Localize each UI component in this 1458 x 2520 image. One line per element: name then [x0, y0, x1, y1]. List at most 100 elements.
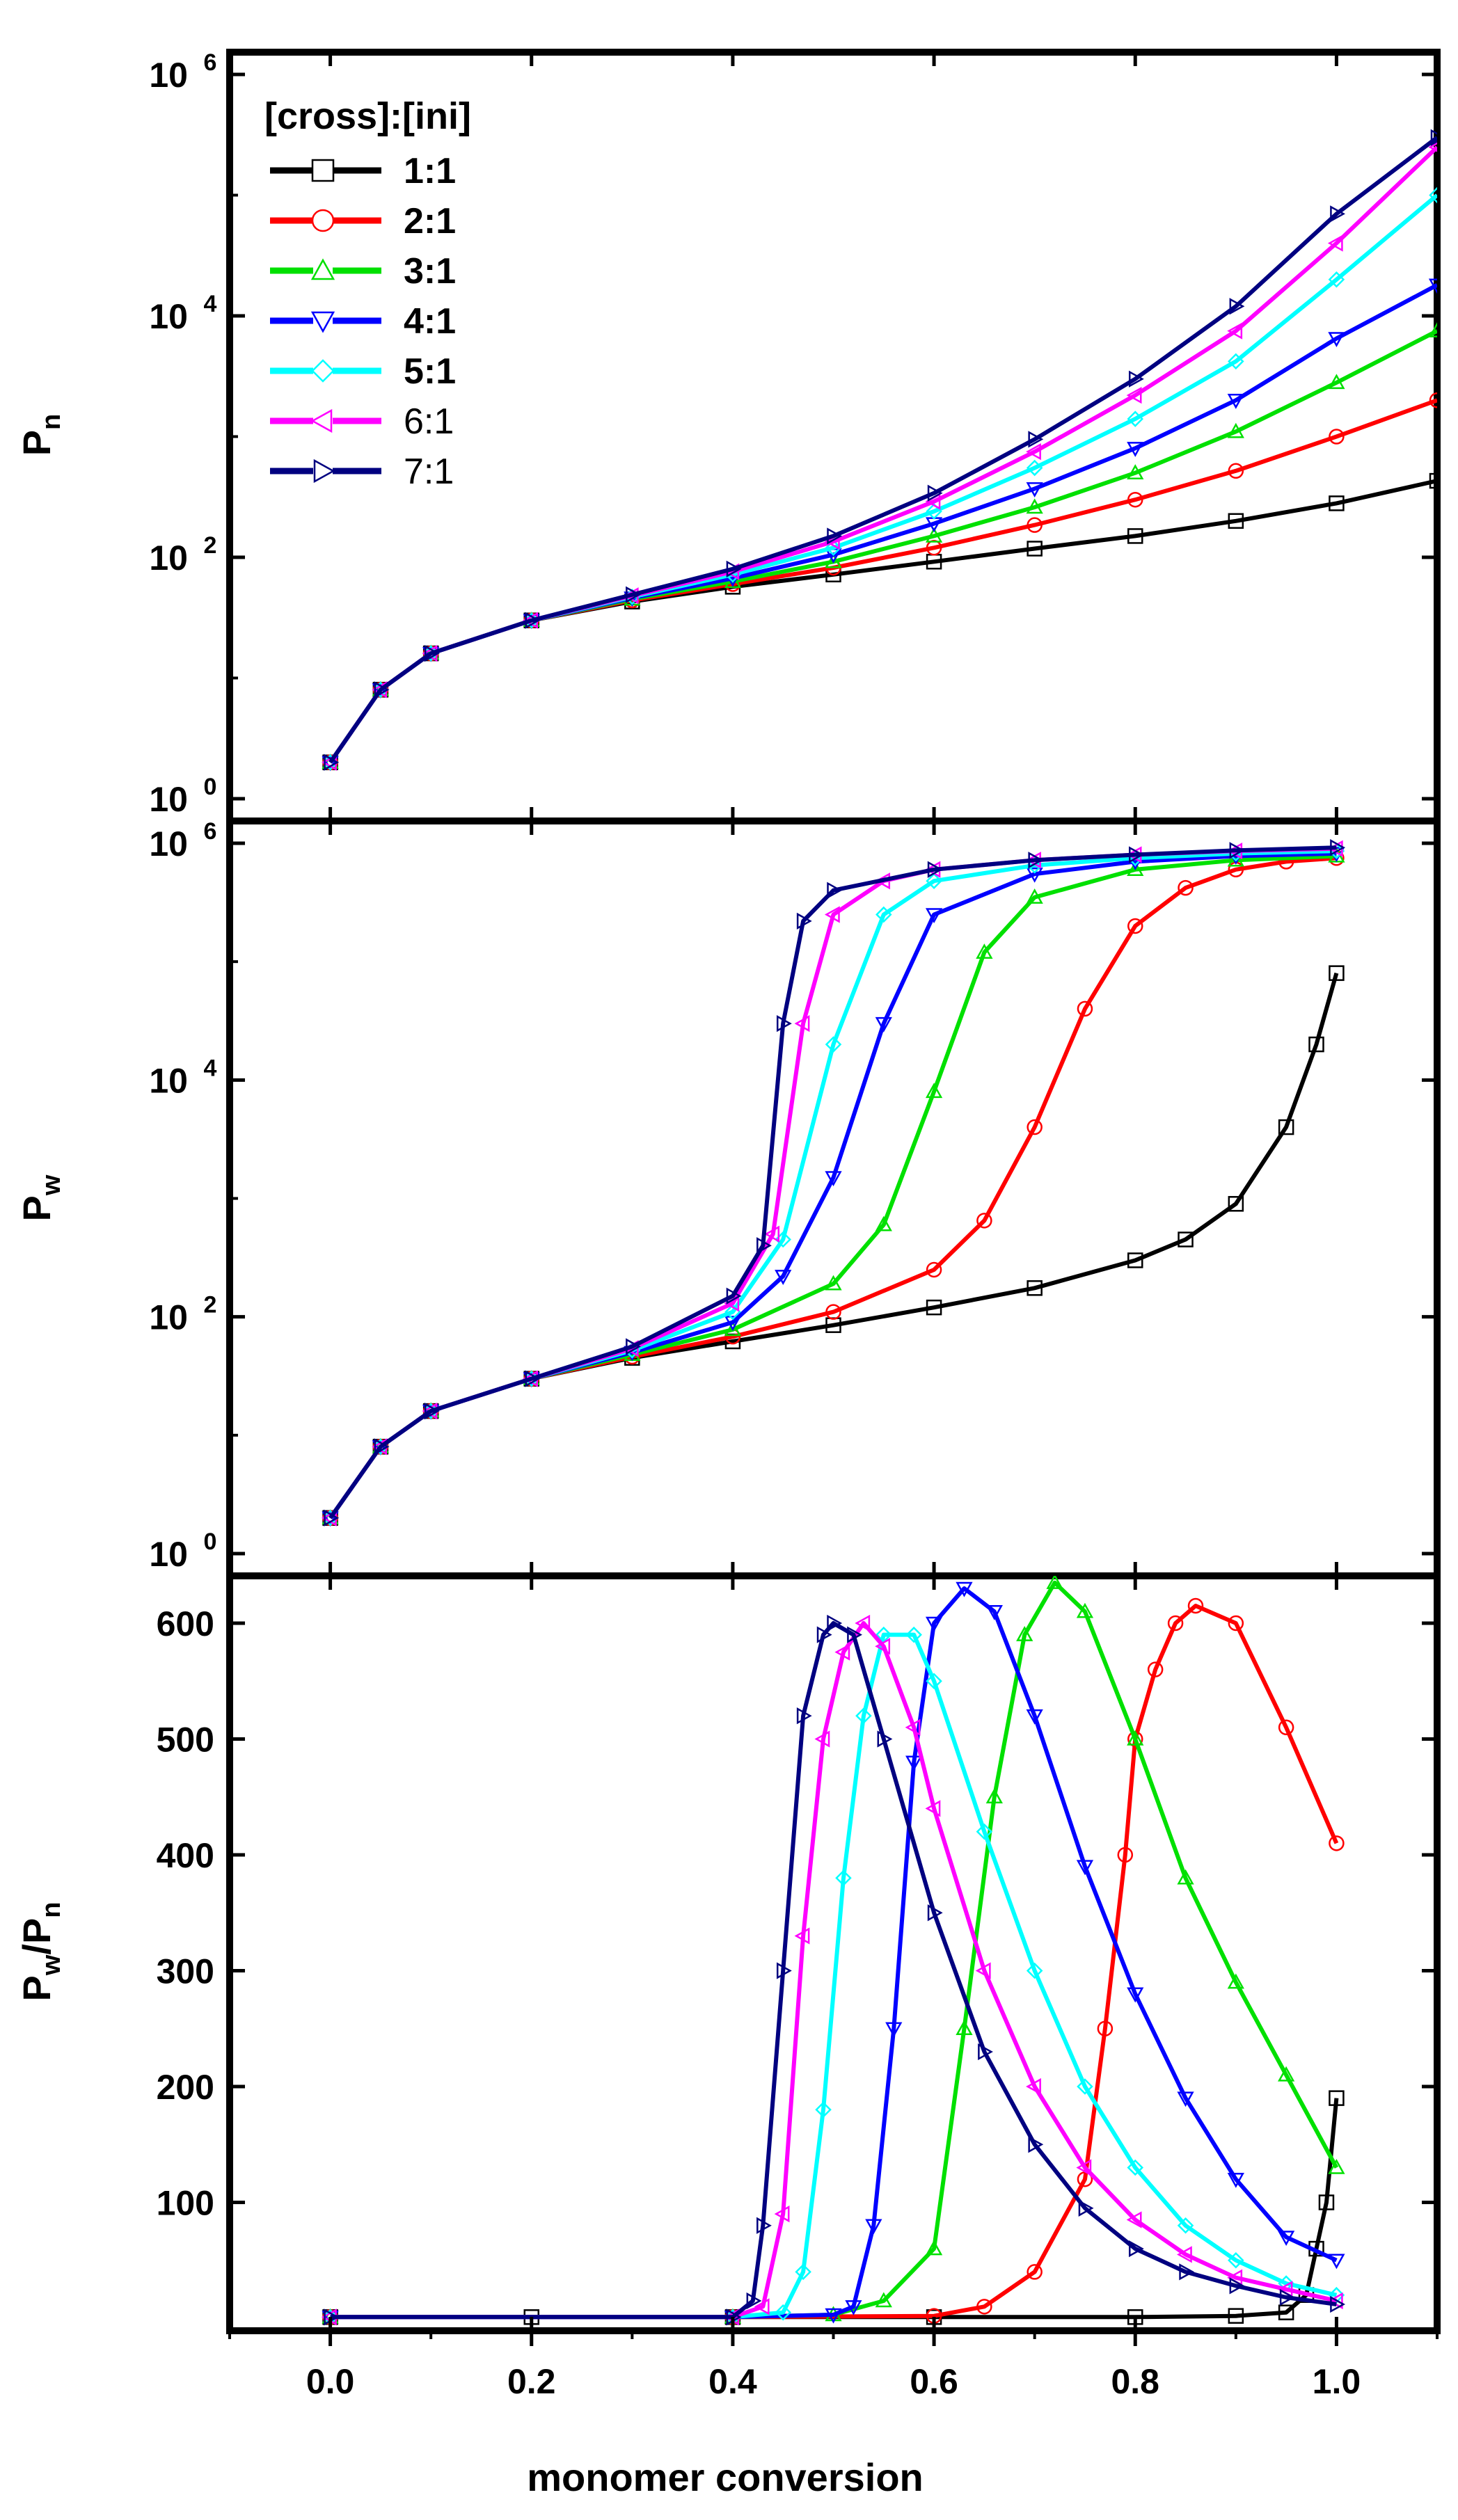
series-marker-1:1 — [1329, 965, 1345, 981]
series-line-7:1 — [330, 1621, 1337, 2320]
series-marker-7:1 — [1028, 852, 1044, 869]
series-marker-7:1 — [746, 2292, 762, 2310]
legend-title: [cross]:[ini] — [264, 95, 471, 137]
series-marker-3:1 — [1328, 374, 1345, 390]
series-marker-3:1 — [1177, 1869, 1194, 1885]
legend-marker-bg — [313, 261, 333, 280]
series-marker-7:1 — [1129, 846, 1144, 863]
series-marker-4:1 — [1076, 1860, 1094, 1876]
series-marker-3:1 — [825, 552, 842, 568]
series-marker-5:1 — [905, 1626, 922, 1643]
series-marker-4:1 — [1026, 867, 1043, 883]
series-marker-7:1 — [324, 1509, 340, 1526]
y-tick-label: 200 — [157, 2068, 214, 2107]
series-marker-6:1 — [1227, 322, 1243, 340]
series-line-2:1 — [330, 1604, 1339, 2320]
series-marker-6:1 — [824, 906, 840, 923]
y-tick-label: 100 — [157, 2183, 214, 2222]
series-marker-6:1 — [875, 1638, 891, 1655]
pw-ylabel: Pw — [15, 1174, 66, 1221]
series-marker-7:1 — [525, 1370, 541, 1387]
series-marker-1:1 — [1329, 495, 1345, 511]
legend-marker-bg — [313, 461, 333, 481]
x-tick-label: 0.4 — [708, 2362, 757, 2401]
series-marker-7:1 — [374, 681, 390, 699]
series-marker-3:1 — [1016, 1626, 1033, 1641]
series-marker-2:1 — [1127, 918, 1143, 934]
series-marker-6:1 — [1176, 2246, 1192, 2263]
series-marker-5:1 — [1228, 353, 1244, 370]
series-marker-1:1 — [1027, 1280, 1043, 1296]
series-marker-7:1 — [424, 644, 440, 662]
series-marker-5:1 — [322, 1510, 339, 1526]
series-marker-5:1 — [815, 2101, 832, 2119]
series-marker-4:1 — [885, 2022, 903, 2038]
legend-marker-4:1 — [310, 311, 335, 333]
series-line-4:1 — [330, 1586, 1338, 2320]
series-marker-3:1 — [1026, 888, 1043, 904]
y-tick-base: 10 — [149, 1298, 188, 1337]
series-marker-4:1 — [1328, 2254, 1345, 2270]
series-marker-3:1 — [925, 527, 943, 543]
series-marker-4:1 — [1428, 278, 1437, 294]
series-marker-5:1 — [1026, 459, 1043, 477]
series-marker-6:1 — [1026, 443, 1041, 461]
series-marker-1:1 — [1228, 1196, 1244, 1212]
series-line-6:1 — [330, 1621, 1338, 2320]
pw-series-group — [322, 839, 1345, 1527]
series-line-5:1 — [328, 193, 1437, 764]
series-marker-4:1 — [372, 683, 389, 699]
series-marker-1:1 — [1228, 513, 1244, 529]
series-marker-5:1 — [835, 1869, 852, 1887]
y-tick-base: 10 — [149, 539, 188, 577]
series-marker-5:1 — [1429, 186, 1437, 204]
series-marker-2:1 — [976, 1213, 992, 1229]
legend-marker-2:1 — [311, 209, 335, 232]
series-marker-3:1 — [1227, 422, 1244, 438]
series-line-3:1 — [328, 329, 1437, 764]
series-marker-7:1 — [1028, 431, 1044, 448]
series-marker-2:1 — [1097, 2020, 1114, 2036]
series-marker-2:1 — [1027, 517, 1043, 533]
y-tick-base: 10 — [149, 1535, 188, 1574]
series-marker-3:1 — [1076, 1602, 1094, 1618]
series-marker-1:1 — [1308, 1036, 1324, 1053]
series-marker-5:1 — [1328, 2286, 1345, 2304]
series-marker-2:1 — [926, 1261, 942, 1278]
series-marker-6:1 — [794, 1015, 810, 1032]
series-marker-7:1 — [1129, 2240, 1144, 2258]
series-marker-6:1 — [975, 1962, 991, 1979]
legend-label-5:1: 5:1 — [404, 351, 456, 392]
series-marker-1:1 — [1127, 1252, 1143, 1268]
ratio-ylabel-main: P — [15, 1975, 58, 2001]
series-marker-3:1 — [875, 1215, 892, 1231]
series-line-2:1 — [328, 856, 1337, 1520]
legend-marker-bg — [313, 311, 333, 330]
legend-label-1:1: 1:1 — [404, 151, 456, 191]
legend-marker-1:1 — [311, 159, 335, 182]
series-marker-5:1 — [1026, 857, 1043, 874]
series-marker-4:1 — [322, 756, 339, 772]
legend-marker-bg — [313, 161, 333, 180]
y-tick-base: 10 — [149, 1061, 188, 1100]
series-marker-3:1 — [1227, 851, 1244, 867]
series-marker-1:1 — [1429, 472, 1437, 489]
series-marker-3:1 — [1127, 1730, 1144, 1746]
y-tick-base: 10 — [149, 297, 188, 336]
series-marker-5:1 — [1127, 2159, 1144, 2176]
pn-ylabel: Pn — [15, 414, 66, 456]
x-axis-title: monomer conversion — [527, 2455, 923, 2499]
series-marker-7:1 — [1229, 842, 1245, 859]
series-marker-3:1 — [1328, 2158, 1345, 2174]
series-marker-7:1 — [796, 912, 812, 930]
series-marker-2:1 — [1127, 491, 1143, 508]
legend-label-7:1: 7:1 — [404, 452, 454, 492]
y-tick-exp: 2 — [204, 1292, 217, 1318]
series-marker-5:1 — [825, 539, 842, 557]
series-marker-7:1 — [726, 560, 742, 577]
series-marker-7:1 — [796, 1707, 812, 1725]
series-marker-7:1 — [1330, 205, 1345, 223]
series-marker-5:1 — [855, 1707, 872, 1724]
series-marker-4:1 — [825, 2308, 842, 2324]
